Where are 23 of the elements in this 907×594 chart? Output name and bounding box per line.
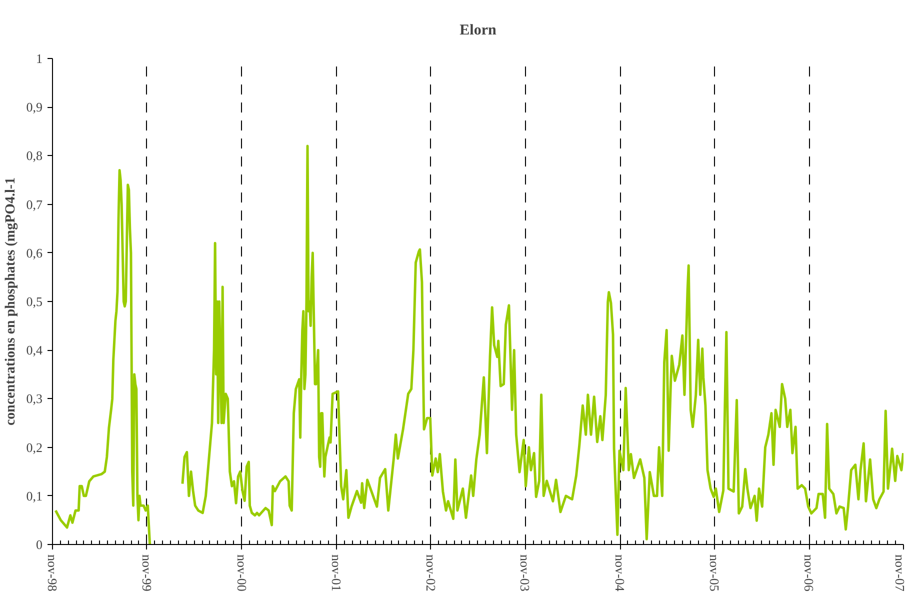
x-tick-label: nov-98 <box>45 554 60 592</box>
x-tick-label: nov-01 <box>328 554 344 592</box>
y-tick-label: 0 <box>36 537 42 552</box>
x-tick-label: nov-04 <box>612 554 628 592</box>
x-tick-label: nov-00 <box>234 554 250 592</box>
y-tick-label: 0,7 <box>26 196 43 212</box>
x-tick-label: nov-03 <box>518 554 533 592</box>
x-tick-label: nov-99 <box>140 554 154 592</box>
y-axis-title: concentrations en phosphates (mgPO4.l-1 <box>3 177 18 426</box>
x-tick-label: nov-02 <box>423 554 438 592</box>
y-tick-label: 0,1 <box>26 488 42 504</box>
y-tick-label: 0,4 <box>26 342 43 358</box>
y-tick-label: 0,6 <box>26 245 43 260</box>
y-tick-label: 0,9 <box>26 100 42 115</box>
y-tick-label: 0,2 <box>26 440 42 455</box>
x-tick-label: nov-05 <box>707 554 722 592</box>
x-tick-label: nov-06 <box>802 554 816 592</box>
chart-title: Elorn <box>460 22 497 38</box>
x-tick-label: nov-07 <box>892 554 907 592</box>
y-tick-label: 0,8 <box>26 148 42 164</box>
y-tick-label: 0,5 <box>26 294 42 309</box>
y-tick-label: 0,3 <box>26 391 42 406</box>
y-tick-label: 1 <box>36 51 42 66</box>
